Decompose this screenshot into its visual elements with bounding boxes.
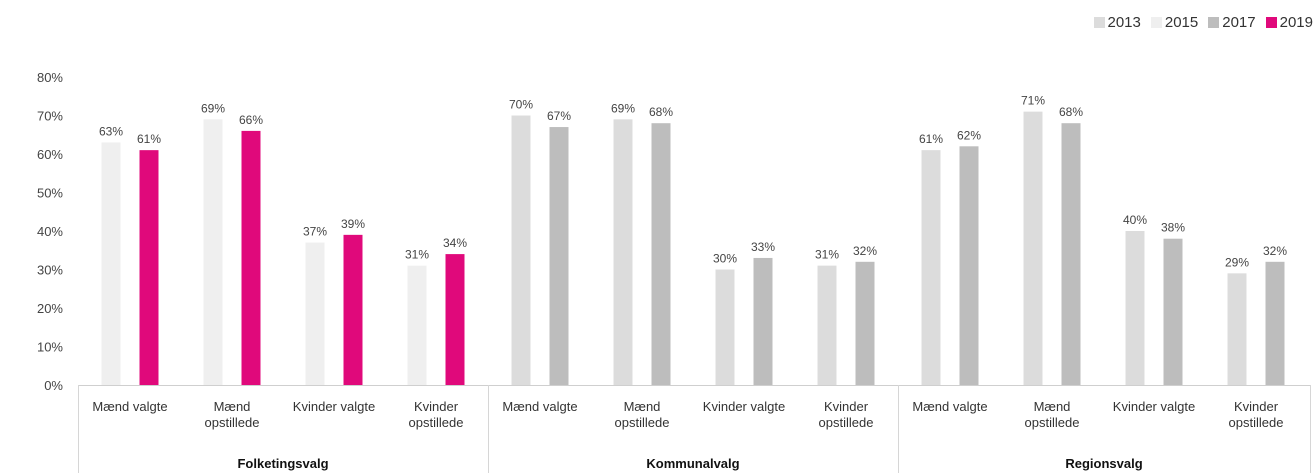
bar: [407, 265, 427, 385]
category-label: Kvinder valgte: [703, 399, 785, 414]
bar: [1163, 238, 1183, 385]
category-label: Kvinder valgte: [1113, 399, 1195, 414]
category-label: Kvinder: [414, 399, 459, 414]
group-label: Kommunalvalg: [646, 456, 739, 471]
data-label: 38%: [1161, 221, 1185, 235]
legend-label-2017: 2017: [1222, 14, 1256, 31]
y-tick-label: 0%: [44, 378, 63, 393]
bar: [101, 142, 121, 385]
data-label: 40%: [1123, 213, 1147, 227]
data-label: 33%: [751, 240, 775, 254]
category-label: opstillede: [409, 415, 464, 430]
bar: [651, 123, 671, 385]
data-label: 32%: [1263, 244, 1287, 258]
bar: [921, 150, 941, 385]
category-label: opstillede: [1025, 415, 1080, 430]
category-label: opstillede: [819, 415, 874, 430]
legend-swatch-2017: [1208, 17, 1220, 28]
legend-swatch-2019: [1265, 17, 1277, 28]
legend-label-2013: 2013: [1107, 14, 1141, 31]
legend-item-2013: 2013: [1093, 14, 1141, 31]
data-label: 63%: [99, 124, 123, 138]
bar: [753, 257, 773, 385]
category-label: opstillede: [615, 415, 670, 430]
data-label: 68%: [649, 105, 673, 119]
data-label: 31%: [815, 248, 839, 262]
y-tick-label: 50%: [37, 186, 63, 201]
legend-item-2017: 2017: [1208, 14, 1256, 31]
data-label: 68%: [1059, 105, 1083, 119]
data-label: 61%: [919, 132, 943, 146]
legend-label-2015: 2015: [1164, 14, 1199, 31]
data-label: 66%: [239, 113, 263, 127]
category-label: Mænd: [214, 399, 251, 414]
bar: [1125, 231, 1145, 385]
legend-swatch-2015: [1150, 17, 1162, 28]
data-label: 69%: [201, 101, 225, 115]
category-label: Mænd valgte: [92, 399, 167, 414]
chart-legend: 2013 2015 2017 2019: [1093, 14, 1313, 31]
bar: [1023, 111, 1043, 386]
legend-item-2015: 2015: [1150, 14, 1199, 31]
bar: [613, 119, 633, 385]
group-label: Regionsvalg: [1065, 456, 1142, 471]
bar: [511, 115, 531, 385]
data-label: 69%: [611, 101, 635, 115]
group-label: Folketingsvalg: [237, 456, 328, 471]
data-label: 39%: [341, 217, 365, 231]
bar: [715, 269, 735, 385]
bar: [1265, 261, 1285, 385]
category-label: Mænd: [1034, 399, 1071, 414]
data-label: 34%: [443, 236, 467, 250]
category-label: Kvinder valgte: [293, 399, 375, 414]
y-tick-label: 80%: [37, 70, 63, 85]
y-tick-label: 60%: [37, 147, 63, 162]
bar: [1061, 123, 1081, 385]
data-label: 31%: [405, 248, 429, 262]
bar: [959, 146, 979, 385]
bar: [241, 130, 261, 385]
bar: [203, 119, 223, 385]
category-label: opstillede: [205, 415, 260, 430]
category-label: Mænd valgte: [502, 399, 577, 414]
category-label: Mænd: [624, 399, 661, 414]
data-label: 70%: [509, 98, 533, 112]
bar: [445, 254, 465, 385]
bar: [855, 261, 875, 385]
bar: [549, 127, 569, 386]
bar: [1227, 273, 1247, 385]
category-label: Mænd valgte: [912, 399, 987, 414]
category-label: Kvinder: [1234, 399, 1279, 414]
data-label: 61%: [137, 132, 161, 146]
legend-swatch-2013: [1093, 17, 1105, 28]
bar: [305, 242, 325, 385]
category-label: Kvinder: [824, 399, 869, 414]
data-label: 67%: [547, 109, 571, 123]
data-label: 62%: [957, 128, 981, 142]
category-label: opstillede: [1229, 415, 1284, 430]
y-tick-label: 20%: [37, 301, 63, 316]
data-label: 71%: [1021, 94, 1045, 108]
y-tick-label: 40%: [37, 224, 63, 239]
data-label: 29%: [1225, 255, 1249, 269]
legend-label-2019: 2019: [1279, 14, 1313, 31]
bar: [817, 265, 837, 385]
bar: [139, 150, 159, 385]
data-label: 37%: [303, 225, 327, 239]
bar: [343, 234, 363, 385]
data-label: 32%: [853, 244, 877, 258]
legend-item-2019: 2019: [1265, 14, 1313, 31]
data-label: 30%: [713, 252, 737, 266]
y-tick-label: 70%: [37, 109, 63, 124]
y-tick-label: 10%: [37, 340, 63, 355]
y-tick-label: 30%: [37, 263, 63, 278]
